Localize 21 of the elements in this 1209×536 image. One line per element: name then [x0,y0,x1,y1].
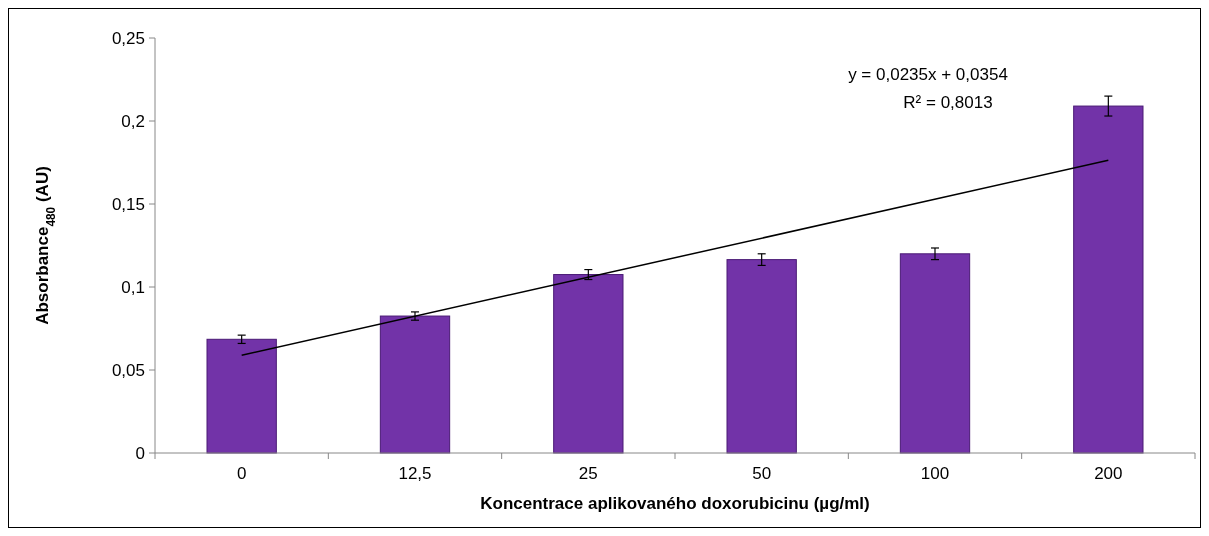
bar [553,274,624,454]
y-tick-label: 0,25 [111,28,145,48]
x-tick-label: 200 [1094,464,1123,483]
y-tick-label: 0 [135,443,145,463]
annotation: y = 0,0235x + 0,0354 [848,65,1008,84]
y-tick-label: 0,05 [111,360,145,380]
bar [1073,105,1144,454]
y-tick-label: 0,2 [121,111,145,131]
x-tick-label: 25 [578,464,598,483]
annotation: R² = 0,8013 [903,93,993,112]
x-tick-label: 50 [752,464,772,483]
bar [899,253,971,454]
bar [726,259,797,454]
x-axis-title: Koncentrace aplikovaného doxorubicinu (µg/ml) [480,494,870,513]
x-tick-label: 0 [236,464,247,483]
bar [379,315,451,454]
x-tick-label: 12,5 [398,464,432,483]
y-tick-label: 0,1 [121,277,145,297]
bar [206,338,277,454]
y-tick-label: 0,15 [111,194,145,214]
x-tick-label: 100 [920,464,950,483]
